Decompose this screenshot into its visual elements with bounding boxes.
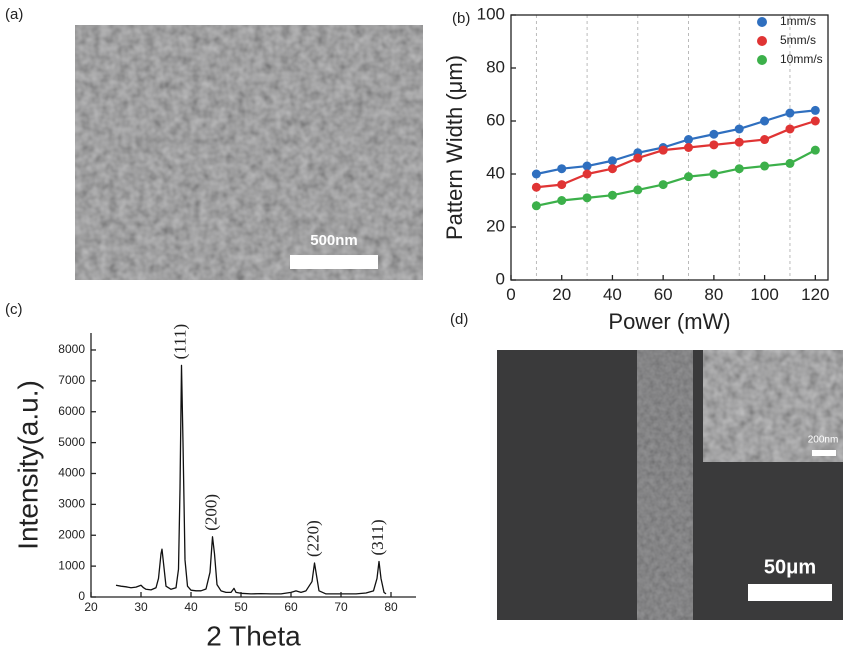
y-tick-label: 80	[486, 57, 505, 76]
data-line	[536, 119, 816, 189]
data-point	[734, 164, 744, 174]
y-tick-label: 5000	[58, 435, 85, 449]
y-tick-label: 60	[486, 110, 505, 129]
data-point	[684, 135, 694, 145]
data-point	[531, 182, 541, 192]
scale-bar-label: 50μm	[764, 556, 816, 578]
data-point	[709, 140, 719, 150]
x-axis-label: 2 Theta	[206, 620, 301, 651]
y-tick-label: 100	[477, 4, 505, 23]
y-tick-label: 1000	[58, 558, 85, 572]
data-point	[684, 172, 694, 182]
data-point	[810, 116, 820, 126]
x-tick-label: 0	[506, 285, 515, 304]
data-point	[810, 145, 820, 155]
y-tick-label: 2000	[58, 527, 85, 541]
data-point	[684, 143, 694, 152]
legend-label: 1mm/s	[780, 14, 816, 28]
y-tick-label: 20	[486, 216, 505, 235]
data-point	[658, 145, 668, 155]
scale-bar	[748, 584, 832, 601]
inset-scale-bar-label: 200nm	[808, 435, 839, 446]
data-point	[607, 156, 617, 166]
peak-label: (111)	[170, 324, 189, 360]
y-tick-label: 40	[486, 163, 505, 182]
plot-frame	[510, 14, 829, 281]
scale-bar-label: 500nm	[310, 232, 358, 249]
data-point	[760, 116, 770, 126]
x-tick-label: 60	[654, 285, 673, 304]
data-point	[531, 169, 541, 179]
x-tick-label: 80	[384, 600, 398, 614]
x-tick-label: 20	[84, 600, 98, 614]
data-point	[531, 201, 541, 211]
x-tick-label: 120	[801, 285, 829, 304]
x-tick-label: 30	[134, 600, 148, 614]
x-tick-label: 70	[334, 600, 348, 614]
sem-image-a: 500nm	[75, 25, 423, 280]
x-tick-label: 40	[184, 600, 198, 614]
data-point	[557, 196, 567, 205]
panel-label: (b)	[452, 10, 470, 27]
data-point	[633, 185, 643, 195]
x-tick-label: 80	[704, 285, 723, 304]
x-tick-label: 100	[750, 285, 778, 304]
data-point	[607, 190, 617, 200]
data-point	[582, 193, 592, 203]
legend-marker	[757, 55, 767, 65]
y-tick-label: 3000	[58, 497, 85, 511]
panel-label: (d)	[450, 311, 468, 328]
data-point	[760, 161, 770, 171]
data-point	[785, 108, 795, 118]
x-tick-label: 60	[284, 600, 298, 614]
legend-marker	[757, 36, 767, 46]
panel-label: (a)	[5, 6, 23, 23]
data-point	[785, 158, 795, 168]
peak-label: (220)	[303, 520, 322, 557]
data-point	[734, 137, 744, 147]
data-point	[734, 124, 744, 134]
x-axis-label: Power (mW)	[608, 309, 730, 334]
y-tick-label: 0	[78, 589, 85, 603]
peak-label: (311)	[368, 519, 387, 555]
data-point	[557, 164, 567, 174]
x-tick-label: 20	[552, 285, 571, 304]
data-point	[658, 180, 668, 190]
x-tick-label: 50	[234, 600, 248, 614]
y-tick-label: 8000	[58, 342, 85, 356]
panel-label: (c)	[5, 301, 23, 318]
scale-bar	[290, 255, 378, 269]
data-point	[633, 153, 643, 163]
data-point	[810, 105, 820, 115]
data-point	[709, 129, 719, 139]
x-tick-label: 40	[603, 285, 622, 304]
y-tick-label: 0	[496, 269, 505, 288]
y-tick-label: 7000	[58, 373, 85, 387]
data-point	[607, 164, 617, 174]
y-tick-label: 6000	[58, 404, 85, 418]
legend-label: 10mm/s	[780, 52, 823, 66]
data-point	[582, 169, 592, 179]
y-tick-label: 4000	[58, 466, 85, 480]
data-point	[709, 169, 719, 179]
axes	[90, 333, 416, 598]
data-point	[760, 135, 770, 145]
y-axis-label: Pattern Width (μm)	[442, 55, 467, 240]
y-axis-label: Intensity(a.u.)	[12, 380, 43, 550]
inset-scale-bar	[812, 450, 836, 456]
data-line	[115, 364, 387, 595]
data-point	[557, 180, 567, 190]
legend-marker	[757, 17, 767, 27]
data-point	[785, 124, 795, 134]
data-point	[582, 161, 592, 171]
peak-label: (200)	[201, 494, 220, 531]
legend-label: 5mm/s	[780, 33, 816, 47]
sem-image-d: 200nm 50μm	[497, 350, 843, 620]
